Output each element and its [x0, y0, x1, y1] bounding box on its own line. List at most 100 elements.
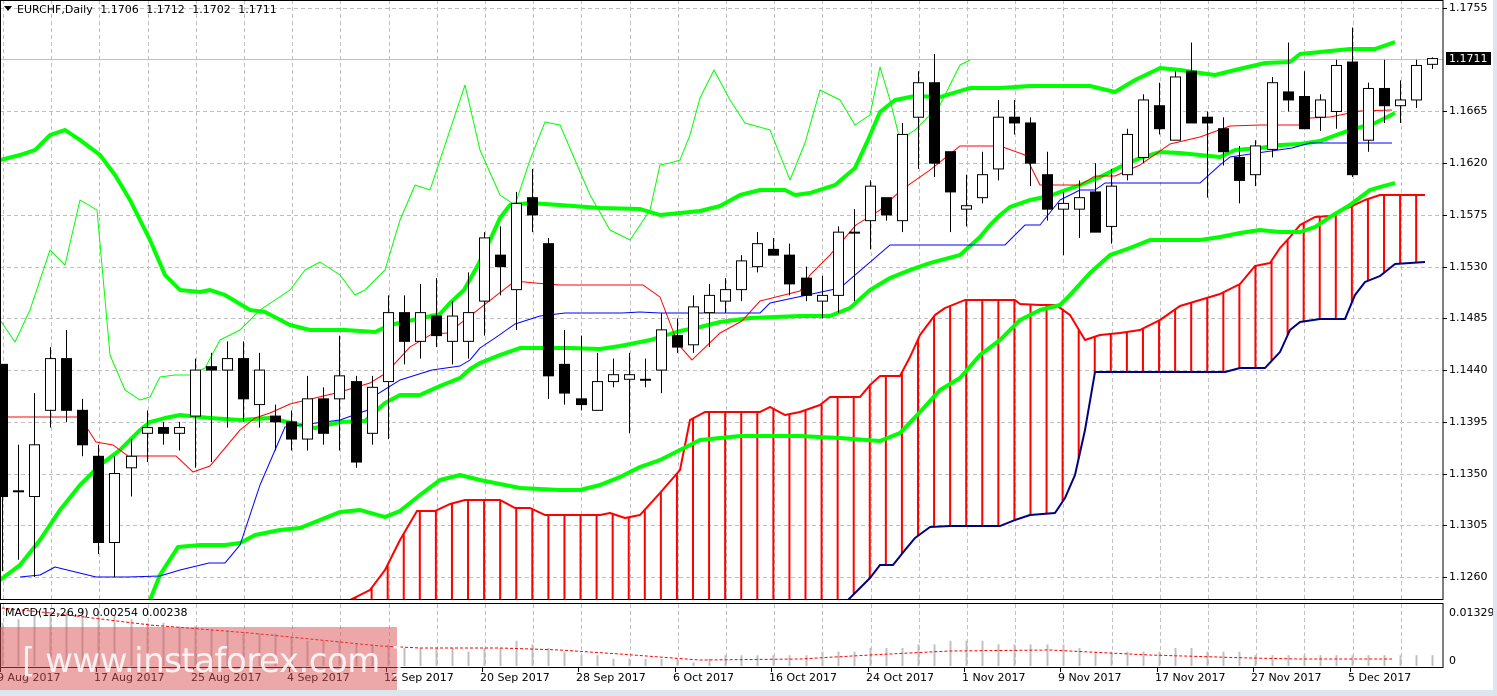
candle[interactable]	[865, 185, 876, 222]
candle[interactable]	[447, 315, 458, 342]
candle[interactable]	[913, 82, 924, 118]
candle[interactable]	[945, 151, 956, 193]
candle[interactable]	[801, 277, 812, 296]
candle[interactable]	[704, 294, 715, 314]
date-tick: 20 Sep 2017	[480, 671, 550, 684]
candle[interactable]	[817, 294, 828, 302]
candle[interactable]	[1283, 91, 1294, 101]
candle[interactable]	[1122, 133, 1133, 176]
candle[interactable]	[302, 398, 313, 440]
candle[interactable]	[45, 358, 56, 411]
candle[interactable]	[1347, 61, 1358, 176]
candle[interactable]	[656, 329, 667, 371]
upper-band-line	[0, 40, 1396, 334]
candle[interactable]	[367, 386, 378, 434]
candle[interactable]	[897, 133, 908, 222]
candle[interactable]	[254, 369, 265, 406]
macd-label: MACD(12,26,9)	[5, 606, 89, 619]
candle[interactable]	[77, 409, 88, 446]
candle[interactable]	[463, 312, 474, 342]
candle[interactable]	[640, 378, 651, 381]
candle[interactable]	[431, 315, 442, 337]
candle[interactable]	[1170, 76, 1181, 141]
candle[interactable]	[1074, 197, 1085, 210]
candle[interactable]	[752, 243, 763, 268]
kijun-sen-line	[19, 142, 1392, 578]
candle[interactable]	[13, 490, 24, 493]
candle[interactable]	[142, 427, 153, 434]
candle[interactable]	[1299, 96, 1310, 130]
candle[interactable]	[624, 374, 635, 380]
candle[interactable]	[720, 289, 731, 302]
candle[interactable]	[174, 427, 185, 434]
candle[interactable]	[222, 358, 233, 371]
candle[interactable]	[158, 427, 169, 434]
candle[interactable]	[351, 381, 362, 463]
candle[interactable]	[672, 335, 683, 348]
candle[interactable]	[608, 374, 619, 383]
candle[interactable]	[286, 421, 297, 440]
candle[interactable]	[1202, 116, 1213, 124]
candle[interactable]	[1042, 174, 1053, 210]
candle[interactable]	[784, 254, 795, 285]
candle[interactable]	[1025, 122, 1036, 164]
candle[interactable]	[688, 306, 699, 346]
candle[interactable]	[1154, 105, 1165, 130]
candle[interactable]	[1090, 191, 1101, 233]
candle[interactable]	[592, 381, 603, 411]
candle[interactable]	[1315, 99, 1326, 118]
symbol-label: EURCHF,Daily	[17, 3, 93, 16]
candle[interactable]	[511, 202, 522, 291]
candle[interactable]	[29, 444, 40, 498]
candle[interactable]	[1186, 70, 1197, 124]
candle[interactable]	[318, 398, 329, 434]
candle[interactable]	[1363, 87, 1374, 141]
candle[interactable]	[479, 237, 490, 302]
chart-menu-triangle-icon[interactable]	[4, 6, 12, 11]
candle[interactable]	[1411, 64, 1422, 101]
candle[interactable]	[126, 455, 137, 469]
candle[interactable]	[61, 358, 72, 411]
candle[interactable]	[190, 369, 201, 417]
candle[interactable]	[993, 116, 1004, 170]
candle[interactable]	[881, 197, 892, 216]
candle[interactable]	[1218, 128, 1229, 153]
candle[interactable]	[849, 231, 860, 234]
candle[interactable]	[961, 205, 972, 210]
candle[interactable]	[399, 312, 410, 342]
candle[interactable]	[238, 358, 249, 400]
candle[interactable]	[1427, 58, 1438, 65]
candle[interactable]	[0, 363, 8, 498]
candle[interactable]	[415, 312, 426, 342]
middle-band-line	[0, 111, 1396, 582]
candle[interactable]	[93, 455, 104, 544]
candle[interactable]	[527, 197, 538, 216]
candle[interactable]	[1058, 202, 1069, 210]
candle[interactable]	[495, 254, 506, 268]
candle[interactable]	[929, 82, 940, 164]
candle[interactable]	[1234, 156, 1245, 181]
candle[interactable]	[1250, 145, 1261, 176]
candle[interactable]	[206, 366, 217, 371]
candle[interactable]	[1106, 185, 1117, 227]
candle[interactable]	[576, 398, 587, 406]
candle[interactable]	[270, 415, 281, 423]
candle[interactable]	[543, 243, 554, 377]
candle[interactable]	[334, 375, 345, 400]
candle[interactable]	[1009, 116, 1020, 124]
candle[interactable]	[109, 473, 120, 544]
candle[interactable]	[977, 174, 988, 199]
candle[interactable]	[1379, 87, 1390, 107]
candle[interactable]	[383, 312, 394, 383]
candle[interactable]	[1395, 99, 1406, 107]
candle[interactable]	[559, 363, 570, 394]
candle[interactable]	[1138, 99, 1149, 158]
candle[interactable]	[1267, 82, 1278, 150]
macd-header: MACD(12,26,9) 0.00254 0.00238	[5, 606, 192, 619]
candle[interactable]	[736, 260, 747, 291]
candle[interactable]	[768, 248, 779, 256]
candle[interactable]	[833, 231, 844, 296]
candle[interactable]	[1331, 64, 1342, 112]
